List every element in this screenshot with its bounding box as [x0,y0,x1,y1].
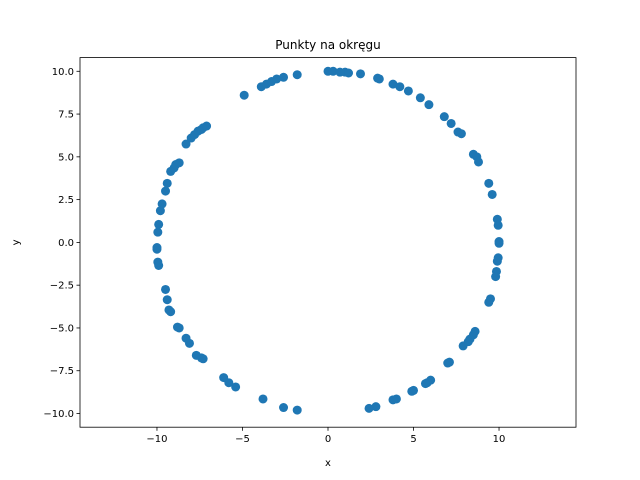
scatter-point [446,118,456,128]
scatter-point [420,379,430,389]
chart-title: Punkty na okręgu [275,38,380,52]
scatter-point [272,74,282,84]
scatter-point [484,297,494,307]
scatter-point [153,227,163,237]
scatter-point [152,243,162,253]
scatter-point [154,219,164,229]
scatter-point [407,386,417,396]
scatter-point [155,206,165,216]
scatter-point [415,93,425,103]
scatter-point [355,69,365,79]
y-tick-label: 0.0 [58,238,74,249]
scatter-point [181,139,191,149]
scatter-point [388,395,398,405]
y-axis-ticks: −10.0 −7.5 −5.0 −2.5 0.0 2.5 5.0 7.5 10.0 [43,67,80,420]
y-tick-label: −7.5 [50,366,74,377]
scatter-point [443,358,453,368]
x-tick-label: 0 [325,434,331,445]
scatter-point [191,350,201,360]
scatter-point [231,382,241,392]
y-tick-label: −2.5 [50,281,74,292]
scatter-point [456,129,466,139]
scatter-point [153,257,163,267]
scatter-point [161,186,171,196]
scatter-point [164,305,174,315]
scatter-point [492,256,502,266]
x-axis-ticks: −10 −5 0 5 10 [146,427,505,445]
scatter-point [239,90,249,100]
scatter-point [395,82,405,92]
scatter-point [494,238,504,248]
scatter-point [484,178,494,188]
scatter-point [364,403,374,413]
x-tick-label: −5 [235,434,250,445]
scatter-point [181,333,191,343]
scatter-point [174,158,184,168]
scatter-point [474,157,484,167]
y-tick-label: −5.0 [50,323,74,334]
y-axis-label: y [11,239,22,245]
scatter-point [388,79,398,89]
x-axis-label: x [325,458,331,469]
y-tick-label: 2.5 [58,195,74,206]
y-tick-label: −10.0 [43,409,74,420]
scatter-point [157,199,167,209]
scatter-point [161,284,171,294]
scatter-point [279,403,289,413]
scatter-point [202,121,212,131]
scatter-point [439,112,449,122]
scatter-point [279,72,289,82]
x-tick-label: 10 [493,434,506,445]
points-layer [152,66,504,415]
scatter-point [403,86,413,96]
scatter-point [162,178,172,188]
y-tick-label: 5.0 [58,152,74,163]
x-tick-label: −10 [146,434,167,445]
scatter-point [328,66,338,76]
scatter-point [487,189,497,199]
scatter-point [219,373,229,383]
x-tick-label: 5 [410,434,416,445]
scatter-point [374,74,384,84]
scatter-point [162,295,172,305]
scatter-point [258,394,268,404]
scatter-point [491,272,501,282]
scatter-point [493,220,503,230]
scatter-point [458,341,468,351]
y-tick-label: 10.0 [52,67,74,78]
scatter-point [344,68,354,78]
y-tick-label: 7.5 [58,110,74,121]
scatter-point [172,322,182,332]
scatter-point [292,70,302,80]
scatter-point [292,405,302,415]
scatter-point [424,100,434,110]
scatter-point [371,402,381,412]
